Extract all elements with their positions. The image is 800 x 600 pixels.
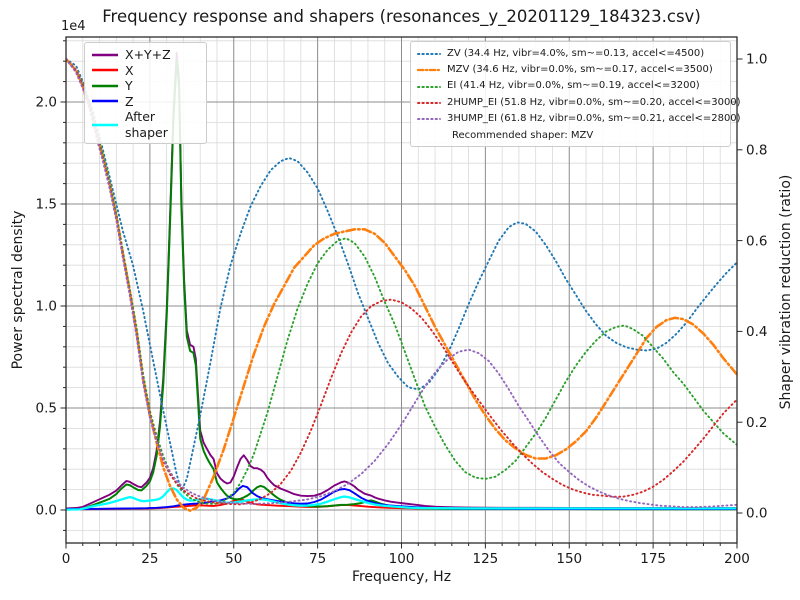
svg-text:100: 100 (389, 551, 415, 567)
chart-title: Frequency response and shapers (resonanc… (102, 7, 701, 26)
legend-item-zv: ZV (34.4 Hz, vibr=4.0%, sm~=0.13, accel<… (417, 46, 723, 62)
x-line-swatch-icon (92, 69, 118, 72)
legend-item-label: X+Y+Z (125, 47, 171, 62)
svg-text:0.0: 0.0 (36, 503, 57, 519)
legend-item-after-shaper: After shaper (91, 109, 200, 140)
legend-item-label: ZV (34.4 Hz, vibr=4.0%, sm~=0.13, accel<… (447, 48, 705, 59)
3hump-ei-dotted-line-swatch-icon (417, 117, 441, 120)
xyz-line-swatch-icon (92, 53, 118, 56)
series-xyz-line (66, 52, 737, 510)
series-zv-line (66, 58, 737, 495)
y-axis-label-right: Shaper vibration reduction (ratio) (778, 174, 794, 410)
svg-text:0.8: 0.8 (746, 143, 767, 159)
svg-text:0: 0 (62, 551, 71, 567)
legend-item-ei: EI (41.4 Hz, vibr=0.0%, sm~=0.19, accel<… (417, 78, 723, 94)
x-axis-label: Frequency, Hz (351, 569, 452, 585)
svg-text:0.6: 0.6 (746, 233, 767, 249)
ei-dotted-line-swatch-icon (417, 85, 441, 88)
series-curves (66, 52, 737, 513)
legend-item-label: X (125, 62, 134, 78)
legend-item-label: 2HUMP_EI (51.8 Hz, vibr=0.0%, sm~=0.20, … (447, 96, 741, 108)
svg-text:200: 200 (724, 551, 750, 567)
2hump-ei-dotted-line-swatch-icon (417, 101, 441, 104)
gridlines (66, 37, 737, 543)
legend-item-mzv: MZV (34.6 Hz, vibr=0.0%, sm~=0.17, accel… (417, 62, 723, 78)
legend-item-xyz: X+Y+Z (91, 47, 200, 63)
y-line-swatch-icon (92, 84, 118, 87)
zv-dotted-line-swatch-icon (417, 53, 441, 56)
svg-text:125: 125 (472, 551, 498, 567)
legend-item-label: 3HUMP_EI (61.8 Hz, vibr=0.0%, sm~=0.21, … (447, 112, 741, 124)
svg-text:0.2: 0.2 (746, 415, 767, 431)
z-line-swatch-icon (92, 100, 118, 103)
legend-psd: X+Y+Z X Y Z After shaper (84, 42, 207, 144)
svg-text:75: 75 (309, 551, 326, 567)
legend-item-2hump-ei: 2HUMP_EI (51.8 Hz, vibr=0.0%, sm~=0.20, … (417, 95, 741, 111)
legend-item-label: MZV (34.6 Hz, vibr=0.0%, sm~=0.17, accel… (447, 64, 713, 76)
svg-text:175: 175 (640, 551, 666, 567)
legend-item-z: Z (91, 94, 200, 110)
recommended-shaper-note: Recommended shaper: MZV (452, 129, 594, 141)
mzv-dashdot-line-swatch-icon (417, 69, 441, 72)
legend-item-label: Y (125, 78, 133, 93)
svg-text:150: 150 (556, 551, 582, 567)
svg-text:25: 25 (141, 551, 158, 567)
legend-item-3hump-ei: 3HUMP_EI (61.8 Hz, vibr=0.0%, sm~=0.21, … (417, 111, 741, 127)
svg-text:0.4: 0.4 (746, 324, 767, 340)
axis-ticks (60, 40, 743, 549)
legend-item-label: EI (41.4 Hz, vibr=0.0%, sm~=0.19, accel<… (447, 80, 700, 92)
svg-text:2.0: 2.0 (36, 95, 57, 111)
legend-item-label: After shaper (125, 109, 168, 140)
legend-item-y: Y (91, 78, 200, 94)
svg-text:1.5: 1.5 (36, 197, 57, 213)
svg-text:1.0: 1.0 (746, 52, 767, 68)
series-2hump-ei-line (66, 58, 737, 506)
series-ei-line (66, 58, 737, 505)
series-3hump-ei-line (66, 58, 737, 509)
after-shaper-line-swatch-icon (92, 123, 118, 126)
svg-text:0.0: 0.0 (746, 506, 767, 522)
legend-item-x: X (91, 63, 200, 79)
y-axis-offset-label: 1e4 (61, 19, 86, 34)
legend-shapers: ZV (34.4 Hz, vibr=4.0%, sm~=0.13, accel<… (410, 41, 741, 148)
y-axis-label-left: Power spectral density (10, 210, 26, 370)
svg-text:50: 50 (225, 551, 242, 567)
svg-text:1.0: 1.0 (36, 299, 57, 315)
tick-labels: 0 25 50 75 100 125 150 175 200 0.0 0.5 1.0 1.5 2.0 0.0… (36, 52, 768, 567)
svg-text:0.5: 0.5 (36, 401, 57, 417)
legend-item-label: Z (125, 93, 134, 109)
